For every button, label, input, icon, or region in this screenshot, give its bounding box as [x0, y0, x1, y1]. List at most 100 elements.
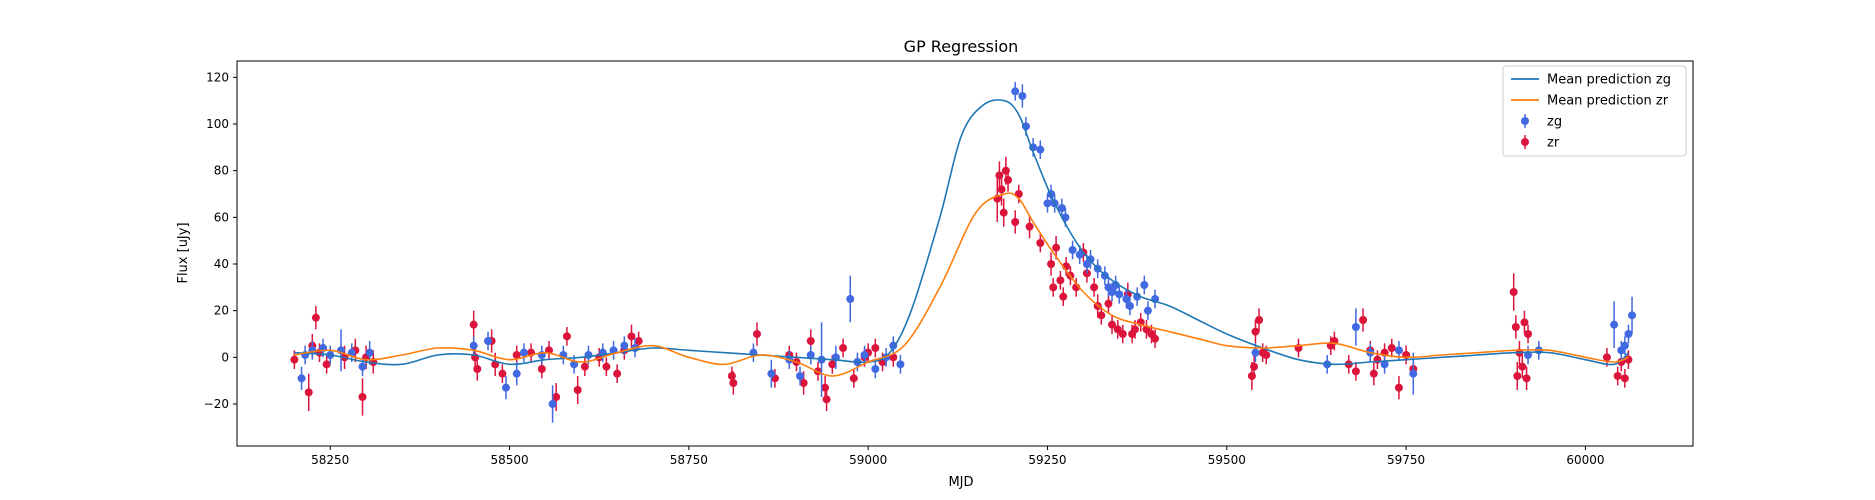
data-point — [1113, 325, 1122, 334]
data-point — [1602, 353, 1611, 362]
data-point — [1509, 288, 1518, 296]
y-tick-label: −20 — [204, 397, 229, 411]
data-point — [1380, 360, 1389, 369]
data-point — [729, 379, 738, 387]
data-point — [512, 369, 521, 378]
data-point — [322, 360, 331, 369]
data-point — [1369, 369, 1378, 378]
legend-swatch-marker — [1521, 138, 1529, 146]
data-point — [297, 374, 306, 383]
data-point — [767, 369, 776, 378]
data-point — [358, 362, 367, 371]
data-point — [1118, 330, 1127, 338]
data-point — [1075, 250, 1084, 259]
data-point — [304, 388, 313, 397]
x-tick-label: 59250 — [1028, 453, 1066, 467]
data-point — [727, 372, 736, 380]
data-point — [573, 386, 582, 394]
data-point — [1518, 362, 1527, 371]
data-point — [1018, 92, 1027, 100]
data-point — [634, 337, 643, 345]
data-point — [997, 185, 1006, 194]
data-point — [570, 360, 579, 369]
data-point — [846, 295, 855, 303]
data-point — [311, 313, 320, 322]
data-point — [613, 369, 622, 378]
data-point — [627, 332, 636, 341]
data-point — [1620, 374, 1629, 383]
data-point — [1351, 323, 1360, 331]
axes: 58250 58500 58750 59000 59250 59500 59750 60000… — [204, 60, 1694, 467]
legend-box — [1502, 65, 1687, 157]
data-point — [796, 372, 805, 380]
data-point — [1052, 243, 1061, 252]
data-point — [519, 348, 528, 357]
plot-area — [290, 82, 1637, 423]
plot-frame — [236, 60, 1694, 447]
data-point — [1004, 176, 1013, 184]
x-axis-label: MJD — [948, 475, 973, 490]
data-point — [1251, 348, 1260, 357]
x-tick-label: 58750 — [670, 453, 708, 467]
data-point — [1011, 218, 1020, 226]
data-point — [1394, 346, 1403, 355]
data-point — [821, 383, 830, 392]
data-point — [347, 348, 356, 357]
data-point — [1613, 372, 1622, 380]
data-point — [1068, 246, 1077, 254]
x-tick-label: 58500 — [490, 453, 528, 467]
data-point — [896, 360, 905, 369]
data-point — [1097, 311, 1106, 320]
data-point — [1610, 320, 1619, 329]
y-tick-label: 20 — [214, 304, 229, 318]
y-tick-label: 40 — [214, 257, 229, 271]
data-point — [1108, 288, 1117, 296]
legend-swatch-marker — [1521, 117, 1529, 125]
data-point — [1036, 145, 1045, 154]
data-point — [1524, 330, 1533, 338]
data-point — [365, 348, 374, 357]
data-point — [1025, 222, 1034, 231]
data-point — [501, 383, 510, 392]
data-point — [1151, 334, 1160, 343]
data-point — [552, 393, 561, 401]
data-point — [1262, 351, 1271, 359]
legend: Mean prediction zg Mean prediction zr zg zr — [1502, 65, 1687, 157]
data-point — [1522, 374, 1531, 383]
chart-title: GP Regression — [904, 37, 1019, 56]
legend-label: zg — [1547, 115, 1562, 130]
data-point — [849, 374, 858, 383]
data-point — [1122, 295, 1131, 303]
data-point — [1104, 299, 1113, 308]
data-point — [1011, 87, 1020, 96]
y-tick-label: 100 — [206, 117, 229, 131]
data-point — [1624, 330, 1633, 338]
data-point — [620, 341, 629, 350]
data-point — [806, 351, 815, 359]
data-point — [1251, 327, 1260, 336]
series-line-Mean prediction zr — [294, 192, 1629, 377]
data-point — [999, 208, 1008, 217]
x-tick-label: 60000 — [1566, 453, 1604, 467]
data-point — [1049, 283, 1058, 292]
x-tick-label: 58250 — [311, 453, 349, 467]
data-point — [1043, 199, 1052, 208]
data-point — [1140, 281, 1149, 289]
data-point — [839, 344, 848, 352]
data-point — [1394, 383, 1403, 392]
data-point — [1409, 369, 1418, 378]
data-point — [1056, 276, 1065, 285]
data-point — [1511, 323, 1520, 331]
data-point — [860, 351, 869, 359]
data-point — [469, 341, 478, 350]
data-point — [1086, 255, 1095, 264]
data-point — [1359, 316, 1368, 324]
y-tick-label: 60 — [214, 210, 229, 224]
y-tick-label: 0 — [221, 350, 229, 364]
data-point — [1143, 306, 1152, 315]
series-line-Mean prediction zg — [294, 99, 1629, 366]
data-point — [871, 365, 880, 373]
data-point — [799, 379, 808, 387]
data-point — [1057, 204, 1066, 212]
data-point — [1036, 239, 1045, 247]
